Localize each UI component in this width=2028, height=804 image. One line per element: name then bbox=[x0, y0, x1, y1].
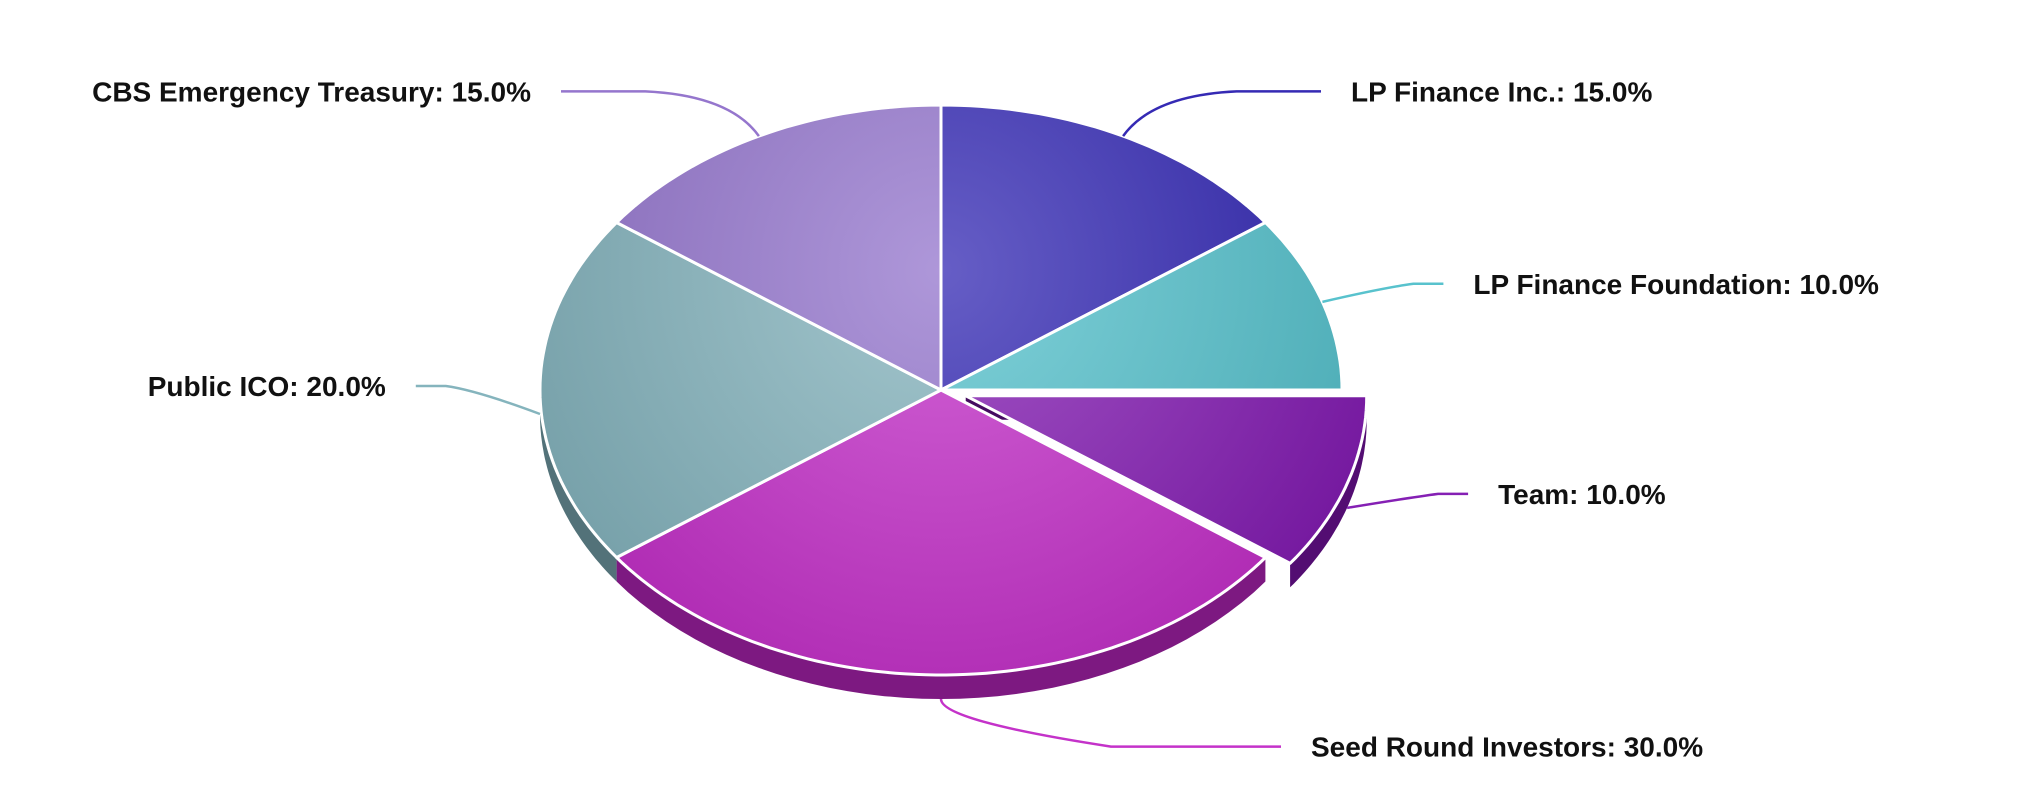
slice-label-cbs-emergency-treasury: CBS Emergency Treasury: 15.0% bbox=[92, 76, 531, 107]
slice-label-team: Team: 10.0% bbox=[1498, 479, 1666, 510]
slice-label-seed-round-investors: Seed Round Investors: 30.0% bbox=[1311, 732, 1703, 763]
leader-line-lp-finance-foundation bbox=[1322, 282, 1444, 304]
leader-line-lp-finance-inc bbox=[1122, 90, 1321, 137]
leader-line-seed-round-investors bbox=[939, 698, 1281, 748]
slice-label-lp-finance-inc: LP Finance Inc.: 15.0% bbox=[1351, 76, 1652, 107]
pie-slice-team bbox=[964, 394, 1369, 565]
slice-side-public-ico bbox=[540, 390, 617, 582]
slice-label-public-ico: Public ICO: 20.0% bbox=[148, 371, 386, 402]
pie-top-layer bbox=[538, 103, 1369, 677]
leader-line-public-ico bbox=[415, 384, 541, 416]
slice-labels: LP Finance Inc.: 15.0% LP Finance Foundat… bbox=[92, 76, 1879, 762]
leader-line-cbs-emergency-treasury bbox=[561, 90, 760, 137]
leader-lines bbox=[415, 90, 1469, 748]
leader-line-team bbox=[1346, 492, 1469, 510]
pie-slice-public-ico bbox=[538, 221, 943, 559]
pie-slice-lp-finance-foundation bbox=[939, 221, 1344, 392]
pie-slice-seed-round-investors bbox=[615, 388, 1267, 677]
slice-side-seed-round-investors bbox=[616, 557, 1266, 699]
slice-label-lp-finance-foundation: LP Finance Foundation: 10.0% bbox=[1473, 269, 1879, 300]
slice-side-team bbox=[1290, 395, 1367, 588]
